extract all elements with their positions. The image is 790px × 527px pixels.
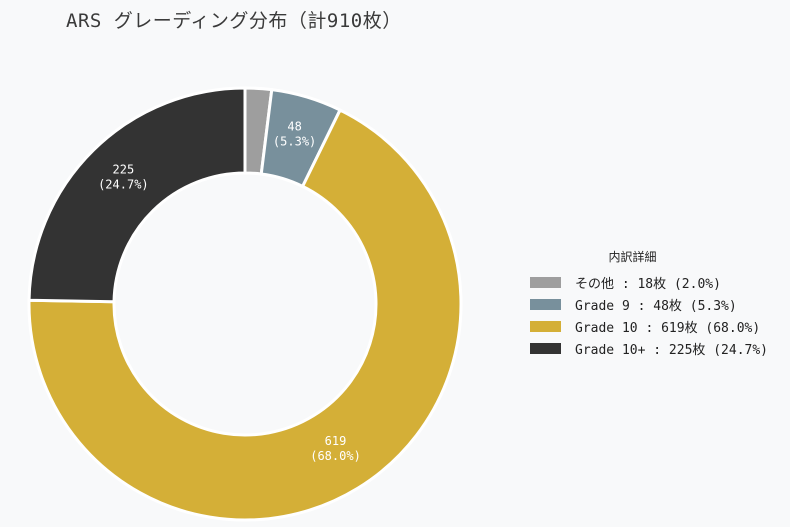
legend-label-grade-10: Grade 10 : 619枚 (68.0%): [575, 320, 761, 336]
data-label: 619 (68.0%): [310, 434, 361, 463]
legend-swatch-grade-9: [530, 298, 561, 310]
legend-item-other: その他 : 18枚 (2.0%): [530, 271, 768, 293]
legend-item-grade-10: Grade 10 : 619枚 (68.0%): [530, 315, 768, 337]
legend-swatch-grade-10-plus: [530, 342, 561, 354]
legend-title: 内訳詳細: [608, 250, 657, 264]
donut-data-labels: 48 (5.3%) 619 (68.0%) 225 (24.7%): [98, 120, 361, 463]
slice-grade-10: [27, 108, 463, 522]
donut-slices: [27, 86, 463, 522]
legend-item-grade-10-plus: Grade 10+ : 225枚 (24.7%): [530, 337, 768, 359]
data-label: 48 (5.3%): [273, 120, 316, 149]
legend-item-grade-9: Grade 9 : 48枚 (5.3%): [530, 293, 768, 315]
data-label: 225 (24.7%): [98, 162, 149, 191]
legend-label-other: その他 : 18枚 (2.0%): [575, 276, 721, 292]
chart-title: ARS グレーディング分布（計910枚）: [66, 10, 402, 32]
legend-label-grade-9: Grade 9 : 48枚 (5.3%): [575, 298, 737, 314]
legend-swatch-other: [530, 276, 561, 288]
legend-label-grade-10-plus: Grade 10+ : 225枚 (24.7%): [575, 342, 769, 358]
slice-grade-10: [27, 86, 247, 304]
legend-swatch-grade-10: [530, 320, 561, 332]
legend: 内訳詳細 その他 : 18枚 (2.0%) Grade 9 : 48枚 (5.3…: [530, 248, 768, 359]
